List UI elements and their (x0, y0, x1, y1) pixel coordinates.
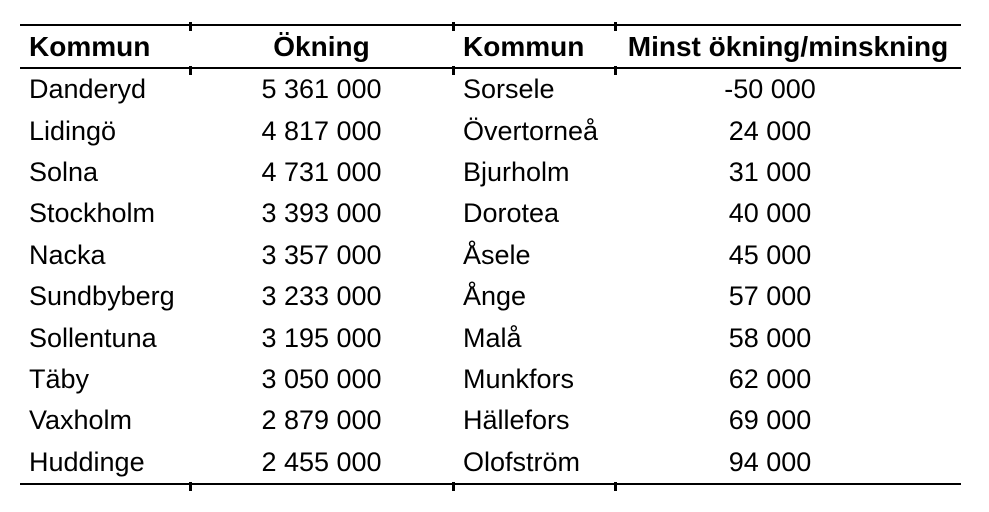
column-divider-tick (613, 481, 617, 491)
column-divider-tick (188, 65, 192, 75)
cell-increase-value: 2 879 000 (261, 405, 382, 436)
cell-municipality-least: Bjurholm (463, 156, 570, 187)
header-okning: Ökning (273, 30, 370, 62)
table-row: Nacka 3 357 000 Åsele 45 000 (20, 235, 961, 276)
cell-municipality-increase: Vaxholm (29, 405, 133, 436)
cell-increase-value: 4 817 000 (261, 115, 382, 146)
cell-least-value: 58 000 (728, 322, 812, 353)
cell-municipality-increase: Stockholm (29, 198, 156, 229)
cell-municipality-least: Malå (463, 322, 522, 353)
cell-municipality-increase: Huddinge (29, 446, 145, 477)
cell-increase-value: 5 361 000 (261, 74, 382, 105)
table-row: Sollentuna 3 195 000 Malå 58 000 (20, 317, 961, 358)
cell-least-value: 57 000 (728, 281, 812, 312)
cell-increase-value: 3 357 000 (261, 239, 382, 270)
column-divider-tick (613, 65, 617, 75)
cell-least-value: -50 000 (724, 74, 816, 105)
cell-least-value: 94 000 (728, 446, 812, 477)
column-divider-tick (613, 22, 617, 31)
column-divider-tick (451, 481, 455, 491)
cell-municipality-increase: Lidingö (29, 115, 117, 146)
cell-least-value: 40 000 (728, 198, 812, 229)
cell-increase-value: 3 393 000 (261, 198, 382, 229)
cell-municipality-increase: Sundbyberg (29, 281, 175, 312)
cell-increase-value: 3 195 000 (261, 322, 382, 353)
cell-least-value: 24 000 (728, 115, 812, 146)
column-divider-tick (451, 65, 455, 75)
column-divider-tick (451, 22, 455, 31)
cell-increase-value: 3 050 000 (261, 363, 382, 394)
column-divider-tick (188, 22, 192, 31)
table-row: Danderyd 5 361 000 Sorsele -50 000 (20, 69, 961, 110)
cell-municipality-least: Sorsele (463, 74, 555, 105)
cell-municipality-least: Munkfors (463, 363, 575, 394)
kommun-table: Kommun Ökning Kommun Minst ökning/minskn… (20, 22, 961, 491)
cell-municipality-increase: Sollentuna (29, 322, 157, 353)
cell-municipality-increase: Solna (29, 156, 99, 187)
cell-municipality-least: Olofström (463, 446, 581, 477)
cell-increase-value: 4 731 000 (261, 156, 382, 187)
cell-increase-value: 3 233 000 (261, 281, 382, 312)
table-header-row: Kommun Ökning Kommun Minst ökning/minskn… (20, 26, 961, 69)
table-row: Vaxholm 2 879 000 Hällefors 69 000 (20, 400, 961, 441)
table-row: Täby 3 050 000 Munkfors 62 000 (20, 359, 961, 400)
column-divider-tick (188, 481, 192, 491)
cell-municipality-least: Hällefors (463, 405, 570, 436)
cell-municipality-increase: Danderyd (29, 74, 147, 105)
cell-increase-value: 2 455 000 (261, 446, 382, 477)
cell-municipality-least: Ånge (463, 281, 527, 312)
header-minst-okning-minskning: Minst ökning/minskning (627, 30, 949, 62)
cell-municipality-increase: Nacka (29, 239, 106, 270)
cell-least-value: 69 000 (728, 405, 812, 436)
cell-least-value: 31 000 (728, 156, 812, 187)
table-row: Lidingö 4 817 000 Övertorneå 24 000 (20, 110, 961, 151)
table-row: Solna 4 731 000 Bjurholm 31 000 (20, 152, 961, 193)
table-row: Huddinge 2 455 000 Olofström 94 000 (20, 442, 961, 483)
cell-municipality-least: Åsele (463, 239, 531, 270)
cell-municipality-least: Övertorneå (463, 115, 599, 146)
table-row: Stockholm 3 393 000 Dorotea 40 000 (20, 193, 961, 234)
header-kommun-least: Kommun (463, 30, 585, 62)
cell-least-value: 45 000 (728, 239, 812, 270)
cell-municipality-least: Dorotea (463, 198, 560, 229)
table-row: Sundbyberg 3 233 000 Ånge 57 000 (20, 276, 961, 317)
cell-municipality-increase: Täby (29, 363, 90, 394)
cell-least-value: 62 000 (728, 363, 812, 394)
header-kommun-increase: Kommun (29, 30, 151, 62)
